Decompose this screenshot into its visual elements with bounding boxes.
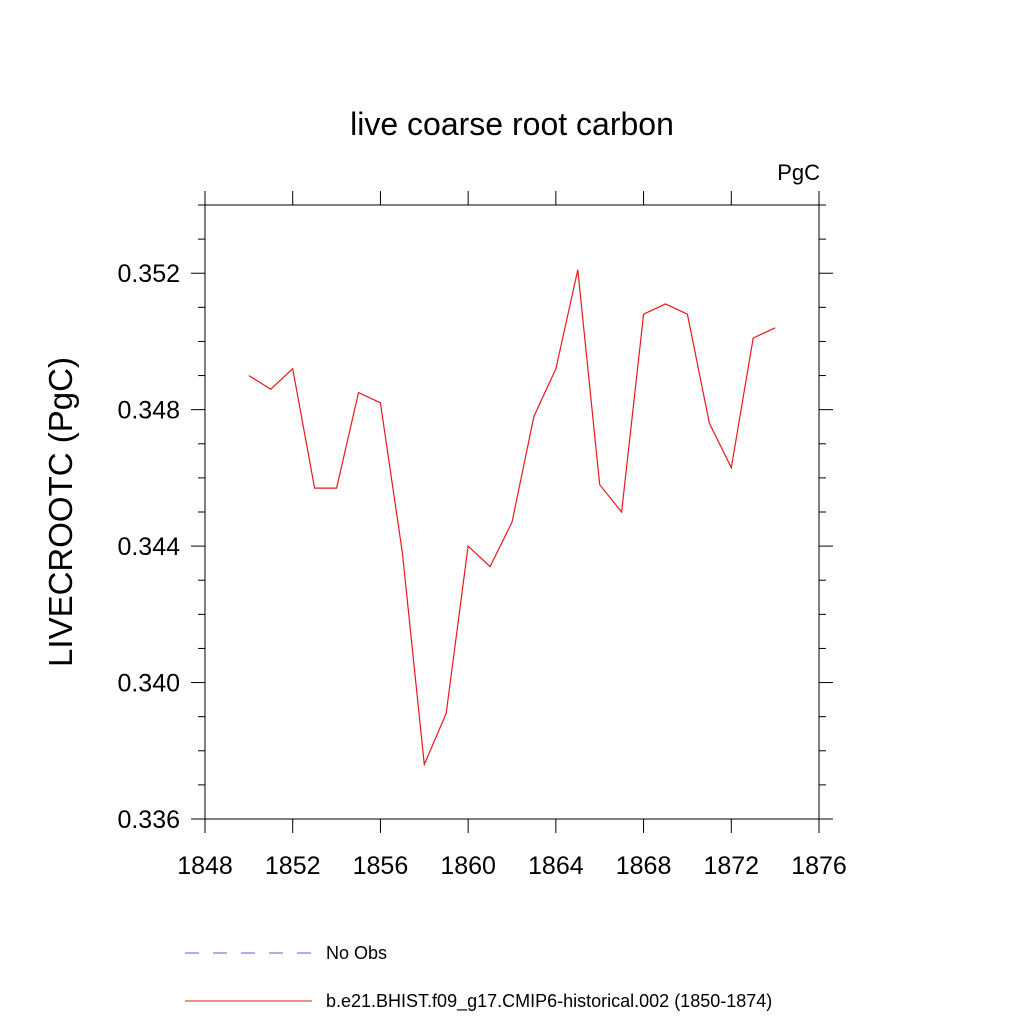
y-tick-label: 0.348 (117, 397, 180, 425)
x-tick-label: 1852 (265, 852, 321, 880)
x-tick-label: 1872 (703, 852, 759, 880)
x-tick-label: 1876 (791, 852, 847, 880)
series-line-1 (248, 269, 776, 767)
x-tick-label: 1856 (353, 852, 409, 880)
chart-title: live coarse root carbon (350, 106, 674, 142)
legend-label-historical: b.e21.BHIST.f09_g17.CMIP6-historical.002… (326, 991, 772, 1012)
y-tick-label: 0.340 (117, 670, 180, 698)
y-axis-label: LIVECROOTC (PgC) (42, 357, 79, 667)
plot-frame (204, 204, 820, 820)
axis-ticks (191, 191, 833, 833)
y-tick-label: 0.344 (117, 533, 180, 561)
x-tick-label: 1868 (616, 852, 672, 880)
x-tick-label: 1848 (177, 852, 233, 880)
x-tick-label: 1860 (440, 852, 496, 880)
y-tick-labels: 0.336 0.340 0.344 0.348 0.352 (117, 260, 180, 834)
x-tick-label: 1864 (528, 852, 584, 880)
x-tick-labels: 1848 1852 1856 1860 1864 1868 1872 1876 (177, 852, 847, 880)
legend: No Obs b.e21.BHIST.f09_g17.CMIP6-histori… (185, 943, 772, 1012)
y-tick-label: 0.352 (117, 260, 180, 288)
legend-label-no-obs: No Obs (326, 943, 387, 963)
series-lines (248, 269, 776, 767)
y-tick-label: 0.336 (117, 806, 180, 834)
units-label: PgC (777, 160, 820, 185)
